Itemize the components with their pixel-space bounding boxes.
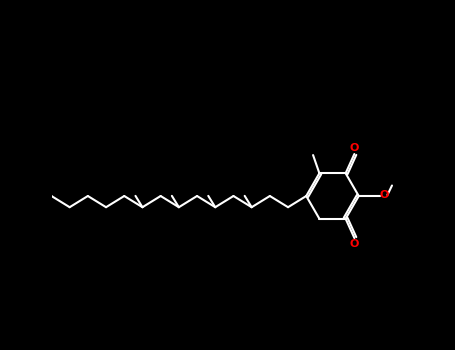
Text: O: O — [379, 190, 389, 200]
Text: O: O — [350, 143, 359, 153]
Text: O: O — [350, 239, 359, 249]
